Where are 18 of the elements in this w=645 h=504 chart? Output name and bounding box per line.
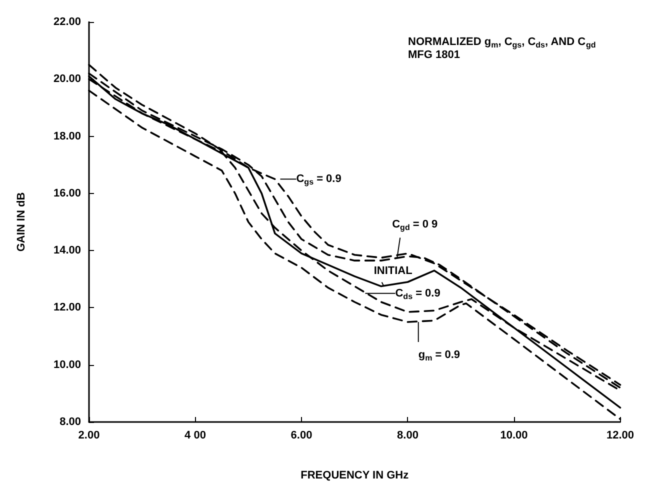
x-tick-label: 2.00 bbox=[78, 430, 100, 442]
y-tick-label: 8.00 bbox=[60, 416, 81, 428]
y-tick-label: 18.00 bbox=[53, 130, 81, 142]
y-axis-title: GAIN IN dB bbox=[16, 192, 28, 252]
x-tick-label: 8.00 bbox=[397, 430, 418, 442]
x-tick-label: 6.00 bbox=[290, 430, 312, 442]
y-tick-label: 16.00 bbox=[53, 187, 81, 200]
y-tick-label: 14.00 bbox=[53, 244, 81, 257]
y-tick-label: 10.00 bbox=[53, 358, 81, 371]
x-tick-label: 10.00 bbox=[500, 430, 528, 442]
y-tick-label: 22.00 bbox=[53, 16, 81, 28]
annotation: INITIAL bbox=[374, 264, 413, 277]
y-tick-label: 12.00 bbox=[53, 302, 81, 314]
x-tick-label: 4 00 bbox=[184, 430, 206, 442]
x-tick-label: 12.00 bbox=[606, 430, 634, 442]
text: MFG 1801 bbox=[408, 49, 460, 61]
x-axis-title: FREQUENCY IN GHz bbox=[300, 470, 410, 482]
y-tick-label: 20.00 bbox=[53, 73, 81, 86]
